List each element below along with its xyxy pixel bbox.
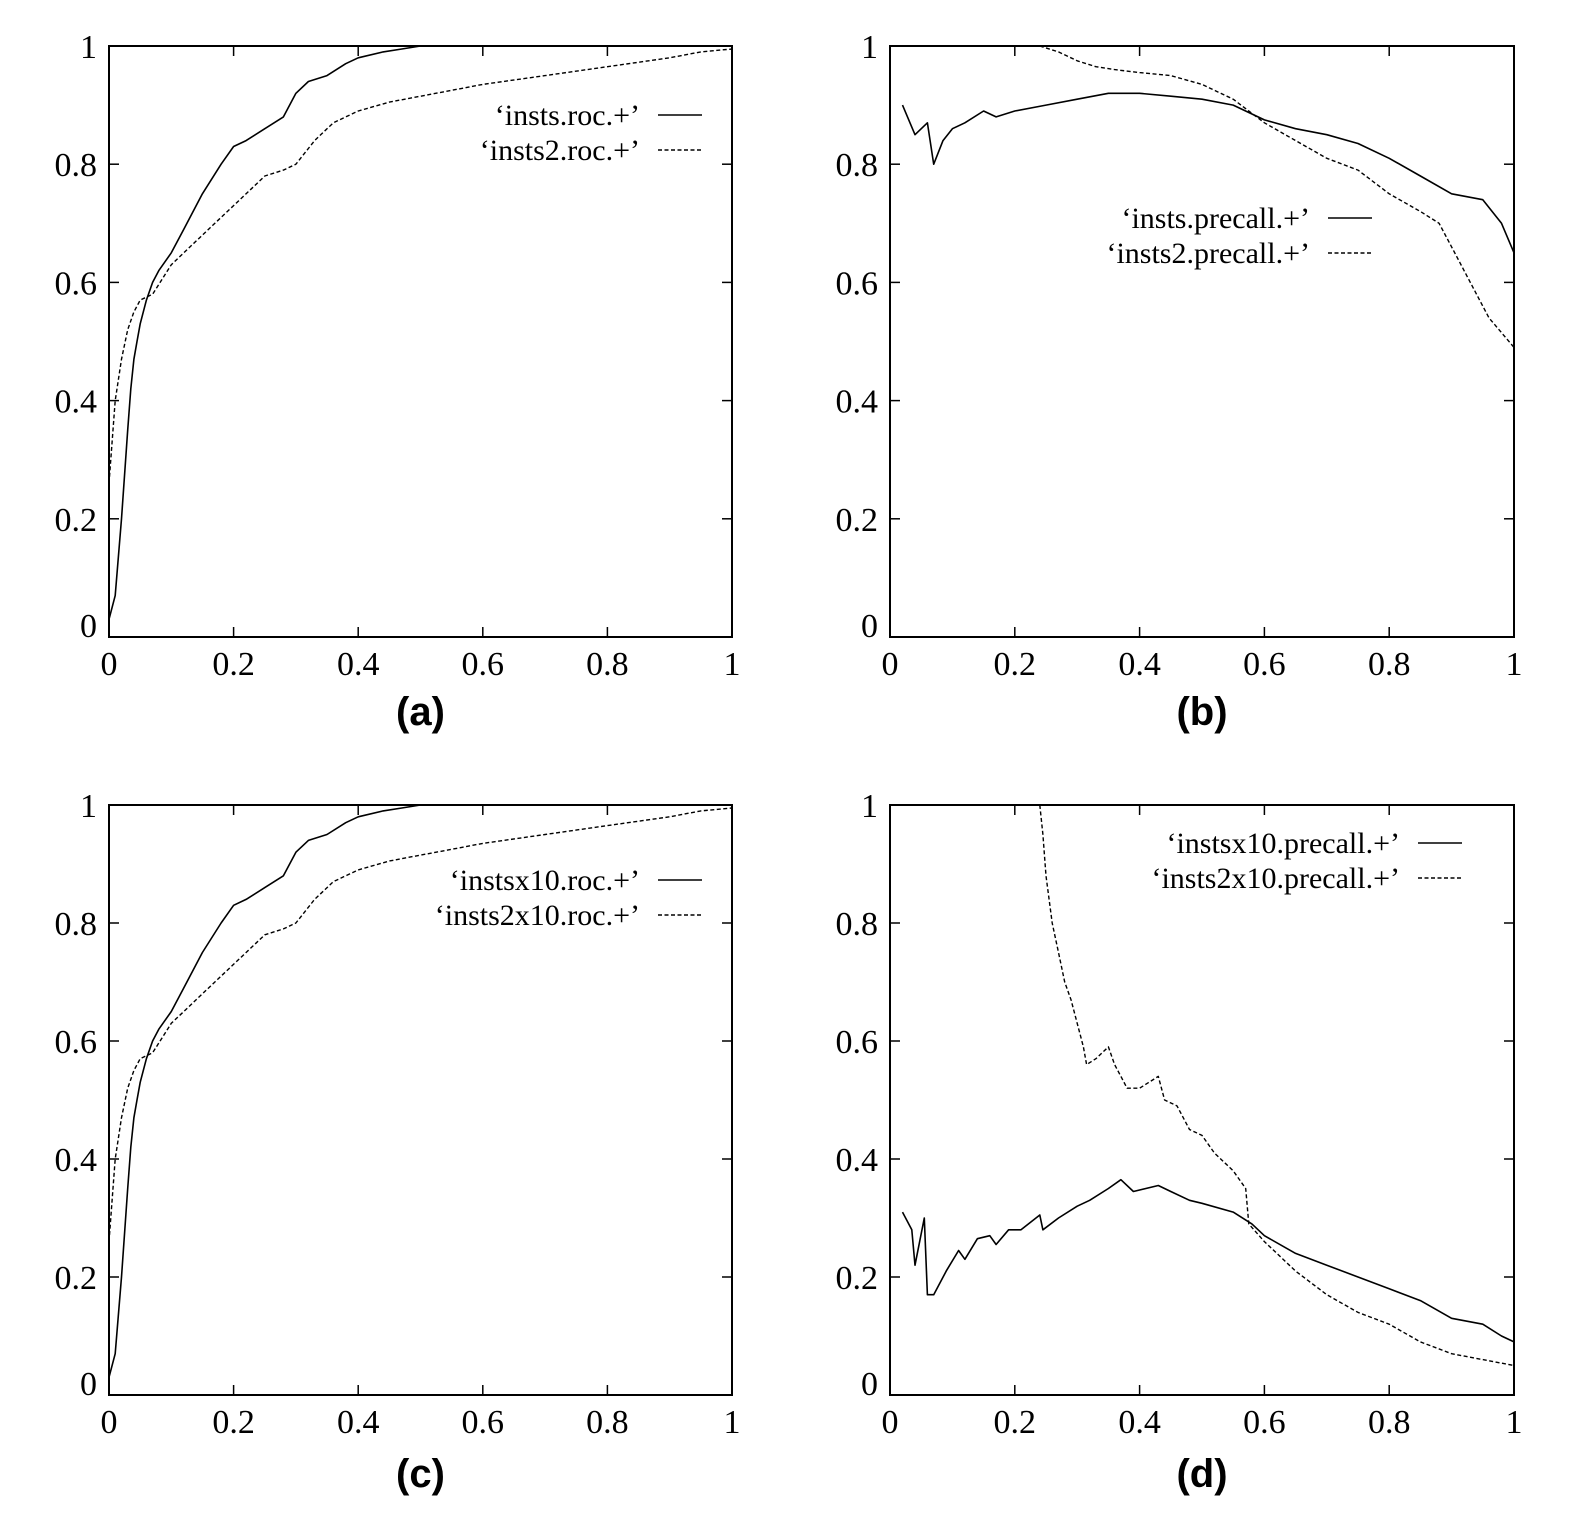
legend-entry-2: ‘insts2.roc.+’ — [480, 134, 640, 167]
x-tick-label: 0.4 — [1118, 646, 1161, 683]
x-tick-label: 0.4 — [337, 1404, 380, 1441]
chart-panel-4: 0 0.2 0.4 0.6 0.8 1 0 0.2 0.4 0.6 0.8 1 ‘instsx10.pr… — [836, 788, 1523, 1496]
series-line-1 — [108, 804, 433, 1378]
y-tick-label: 1 — [861, 788, 878, 825]
y-tick-label: 0.4 — [836, 1142, 879, 1179]
legend-entry-1: ‘instsx10.precall.+’ — [1166, 827, 1400, 860]
series-line-2 — [1039, 804, 1515, 1367]
x-tick-label: 0.6 — [1243, 1404, 1286, 1441]
panel-label: (c) — [396, 1452, 445, 1496]
y-tick-label: 0.4 — [55, 1142, 98, 1179]
x-tick-label: 0 — [101, 1404, 118, 1441]
y-tick-label: 0 — [80, 608, 97, 645]
x-tick-label: 0.8 — [1368, 1404, 1411, 1441]
y-tick-label: 1 — [861, 29, 878, 66]
chart-panel-3: 0 0.2 0.4 0.6 0.8 1 0 0.2 0.4 0.6 0.8 1 ‘instsx10.ro… — [55, 788, 741, 1496]
y-tick-label: 0.2 — [836, 1260, 879, 1297]
panel-label: (b) — [1176, 690, 1227, 734]
y-tick-label: 0.6 — [55, 265, 98, 302]
x-tick-label: 0.2 — [994, 1404, 1037, 1441]
series-line-2 — [108, 48, 733, 484]
x-tick-label: 1 — [1506, 1404, 1523, 1441]
legend-entry-1: ‘insts.precall.+’ — [1121, 202, 1310, 235]
x-tick-label: 1 — [724, 1404, 741, 1441]
x-tick-label: 0.4 — [1118, 1404, 1161, 1441]
y-tick-label: 0.8 — [836, 147, 879, 184]
x-tick-label: 1 — [724, 646, 741, 683]
y-tick-label: 0 — [80, 1366, 97, 1403]
x-tick-label: 0.6 — [462, 1404, 505, 1441]
legend-entry-2: ‘insts2x10.precall.+’ — [1151, 862, 1400, 895]
legend-entry-1: ‘instsx10.roc.+’ — [450, 864, 640, 897]
legend-entry-2: ‘insts2x10.roc.+’ — [435, 899, 640, 932]
series-line-1 — [108, 45, 433, 620]
y-tick-label: 0 — [861, 1366, 878, 1403]
plot-frame — [889, 804, 1515, 1396]
x-tick-label: 0 — [882, 1404, 899, 1441]
series-line-1 — [901, 92, 1515, 254]
panel-label: (a) — [396, 690, 445, 734]
x-tick-label: 0.2 — [212, 1404, 255, 1441]
chart-panel-1: 0 0.2 0.4 0.6 0.8 1 0 0.2 0.4 0.6 0.8 1 ‘insts.roc.+… — [55, 29, 741, 734]
y-tick-label: 1 — [80, 29, 97, 66]
y-tick-label: 0.4 — [836, 384, 879, 421]
x-tick-label: 1 — [1506, 646, 1523, 683]
y-tick-label: 0.4 — [55, 384, 98, 421]
legend-entry-2: ‘insts2.precall.+’ — [1106, 237, 1310, 270]
chart-panel-2: 0 0.2 0.4 0.6 0.8 1 0 0.2 0.4 0.6 0.8 1 ‘insts.preca… — [836, 29, 1523, 734]
series-line-1 — [901, 1178, 1515, 1343]
y-tick-label: 0.6 — [836, 265, 879, 302]
x-tick-label: 0 — [882, 646, 899, 683]
y-tick-label: 0.2 — [836, 502, 879, 539]
x-tick-label: 0 — [101, 646, 118, 683]
x-tick-label: 0.8 — [1368, 646, 1411, 683]
y-tick-label: 0.8 — [836, 906, 879, 943]
y-tick-label: 0.6 — [836, 1024, 879, 1061]
x-tick-label: 0.2 — [212, 646, 255, 683]
x-tick-label: 0.6 — [1243, 646, 1286, 683]
series-line-2 — [108, 807, 733, 1242]
plot-frame — [889, 45, 1515, 638]
panel-label: (d) — [1176, 1452, 1227, 1496]
y-tick-label: 0 — [861, 608, 878, 645]
x-tick-label: 0.4 — [337, 646, 380, 683]
y-tick-label: 0.2 — [55, 502, 98, 539]
x-tick-label: 0.6 — [462, 646, 505, 683]
y-tick-label: 0.6 — [55, 1024, 98, 1061]
legend-entry-1: ‘insts.roc.+’ — [495, 99, 640, 132]
y-tick-label: 0.8 — [55, 906, 98, 943]
y-tick-label: 1 — [80, 788, 97, 825]
y-tick-label: 0.2 — [55, 1260, 98, 1297]
series-line-2 — [1039, 45, 1515, 348]
x-tick-label: 0.8 — [586, 1404, 629, 1441]
x-tick-label: 0.8 — [586, 646, 629, 683]
x-tick-label: 0.2 — [994, 646, 1037, 683]
y-tick-label: 0.8 — [55, 147, 98, 184]
